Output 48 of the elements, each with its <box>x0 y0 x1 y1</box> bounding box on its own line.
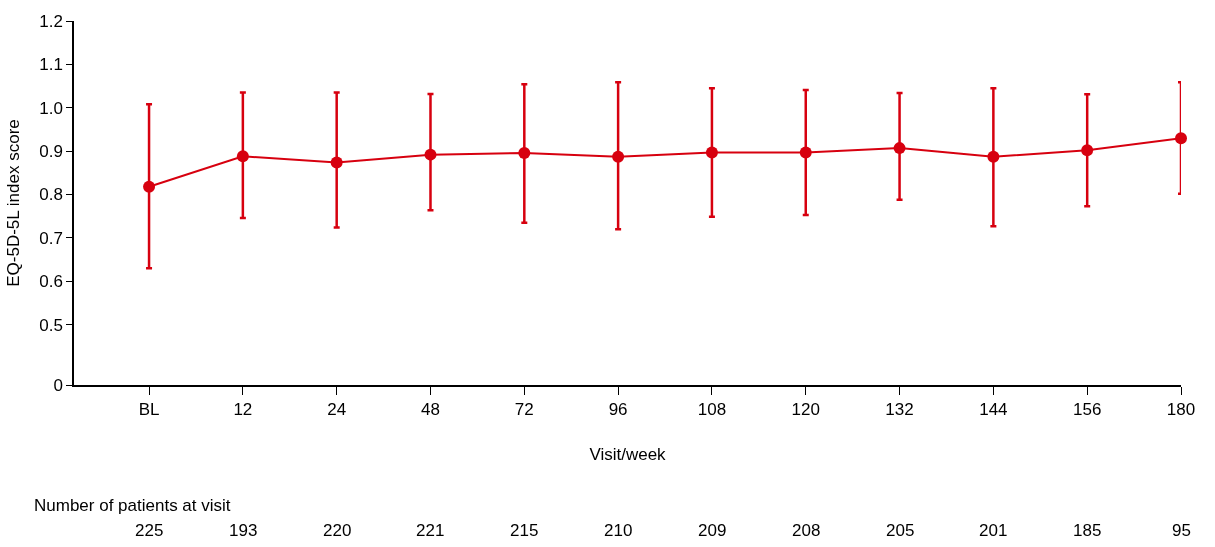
y-tick-label: 0.8 <box>39 185 63 205</box>
point <box>518 146 531 159</box>
text: 225 <box>135 521 164 540</box>
text: 220 <box>323 521 352 540</box>
x-tick-label: 120 <box>791 400 820 420</box>
point <box>987 150 1000 163</box>
text: 185 <box>1073 521 1102 540</box>
y-tick-label: 1.0 <box>39 98 63 118</box>
text: Number of patients at visit <box>34 496 231 515</box>
y-tick-label: 0.9 <box>39 142 63 162</box>
y-tick-label: 0 <box>53 375 63 395</box>
y-tick-label: 0.5 <box>39 315 63 335</box>
point <box>330 156 343 169</box>
x-tick-label: 24 <box>327 400 347 420</box>
point <box>612 150 625 163</box>
point <box>799 146 812 159</box>
x-tick-label: 108 <box>697 400 727 420</box>
x-tick-label: 180 <box>1166 400 1196 420</box>
x-tick-label: 96 <box>608 400 628 420</box>
text: 215 <box>510 521 539 540</box>
point <box>1175 132 1187 145</box>
y-tick-label: 0.7 <box>39 228 63 248</box>
text: 209 <box>698 521 727 540</box>
y-tick-label: 1.2 <box>39 11 63 31</box>
x-tick-label: 12 <box>233 400 253 420</box>
point <box>143 180 156 193</box>
x-tick-label: 48 <box>421 400 440 420</box>
text: 95 <box>1172 521 1191 540</box>
x-tick-label: 132 <box>885 400 914 420</box>
text: 201 <box>979 521 1008 540</box>
y-tick-label: 1.1 <box>39 55 63 75</box>
point <box>424 148 437 161</box>
x-tick-label: 72 <box>514 400 534 420</box>
point <box>1081 144 1094 157</box>
x-axis-title: Visit/week <box>589 445 667 465</box>
text: 208 <box>792 521 821 540</box>
point <box>705 146 718 159</box>
text: 221 <box>416 521 445 540</box>
text: 193 <box>229 521 258 540</box>
point <box>236 150 249 163</box>
point <box>893 142 906 155</box>
x-tick-label: 144 <box>979 400 1008 420</box>
text: 210 <box>604 521 633 540</box>
x-tick-label: BL <box>138 400 160 420</box>
y-tick-label: 0.6 <box>39 272 63 292</box>
text: 205 <box>886 521 915 540</box>
x-tick-label: 156 <box>1073 400 1102 420</box>
y-axis-title: EQ-5D-5L index score <box>4 119 24 287</box>
